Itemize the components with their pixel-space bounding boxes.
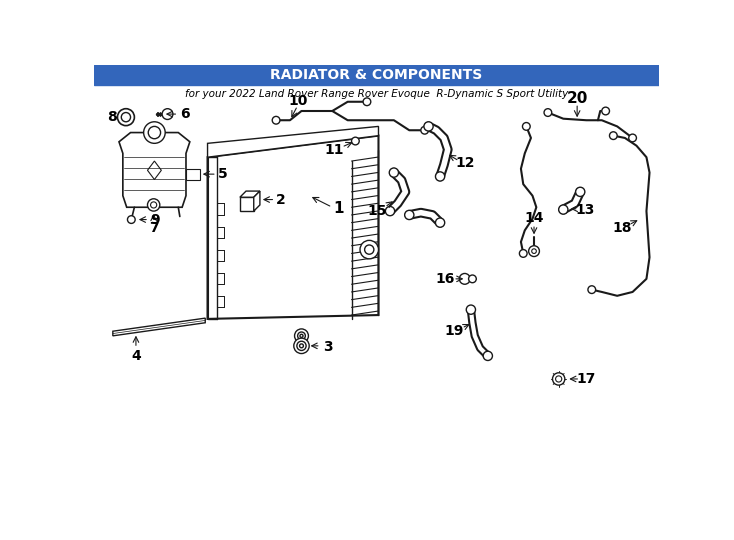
Circle shape: [556, 376, 562, 382]
Circle shape: [352, 137, 359, 145]
Circle shape: [128, 215, 135, 224]
Circle shape: [272, 117, 280, 124]
Polygon shape: [148, 161, 161, 179]
Circle shape: [588, 286, 595, 293]
Text: 7: 7: [149, 221, 159, 235]
Text: 2: 2: [276, 193, 286, 206]
Text: 9: 9: [150, 213, 160, 227]
Text: 19: 19: [444, 324, 464, 338]
Circle shape: [466, 305, 476, 314]
Polygon shape: [240, 191, 260, 197]
Circle shape: [483, 351, 493, 361]
Polygon shape: [113, 318, 206, 336]
Text: 1: 1: [333, 201, 344, 217]
Text: 3: 3: [324, 340, 333, 354]
Circle shape: [421, 126, 429, 134]
Text: RADIATOR & COMPONENTS: RADIATOR & COMPONENTS: [270, 68, 482, 82]
Text: for your 2022 Land Rover Range Rover Evoque  R-Dynamic S Sport Utility: for your 2022 Land Rover Range Rover Evo…: [184, 89, 568, 99]
Text: 12: 12: [456, 157, 475, 170]
Text: 5: 5: [218, 167, 228, 181]
Polygon shape: [119, 132, 190, 207]
Circle shape: [150, 202, 157, 208]
Circle shape: [389, 168, 399, 177]
Text: 13: 13: [575, 202, 595, 217]
Circle shape: [162, 109, 173, 119]
Circle shape: [297, 332, 305, 340]
Polygon shape: [254, 191, 260, 211]
Circle shape: [553, 373, 565, 385]
Text: 10: 10: [288, 94, 308, 108]
Polygon shape: [186, 168, 200, 180]
Circle shape: [144, 122, 165, 143]
Circle shape: [148, 199, 160, 211]
Text: 8: 8: [107, 110, 117, 124]
Circle shape: [435, 172, 445, 181]
Circle shape: [365, 245, 374, 254]
Circle shape: [531, 249, 537, 253]
Text: 17: 17: [577, 372, 596, 386]
Circle shape: [121, 112, 131, 122]
Circle shape: [559, 205, 568, 214]
Text: 11: 11: [324, 143, 344, 157]
Polygon shape: [208, 136, 379, 319]
Circle shape: [300, 334, 303, 338]
Text: 18: 18: [612, 221, 631, 235]
Circle shape: [404, 210, 414, 220]
Circle shape: [297, 341, 306, 350]
Circle shape: [629, 134, 636, 142]
Circle shape: [520, 249, 527, 257]
Text: 4: 4: [131, 349, 141, 363]
Text: 16: 16: [435, 272, 454, 286]
Circle shape: [602, 107, 609, 115]
Circle shape: [609, 132, 617, 139]
Circle shape: [544, 109, 552, 117]
Text: 6: 6: [180, 107, 189, 121]
Bar: [94, 65, 659, 85]
Circle shape: [459, 273, 470, 284]
Circle shape: [148, 126, 161, 139]
Circle shape: [528, 246, 539, 256]
Text: 20: 20: [567, 91, 588, 106]
Circle shape: [299, 344, 303, 348]
Text: 15: 15: [367, 204, 387, 218]
Text: 14: 14: [524, 211, 544, 225]
Circle shape: [294, 329, 308, 343]
Circle shape: [360, 240, 379, 259]
Circle shape: [523, 123, 530, 130]
Circle shape: [435, 218, 445, 227]
Circle shape: [294, 338, 309, 354]
Circle shape: [117, 109, 134, 126]
Circle shape: [385, 206, 395, 215]
Circle shape: [424, 122, 433, 131]
Circle shape: [575, 187, 585, 197]
Polygon shape: [208, 126, 379, 157]
Circle shape: [363, 98, 371, 106]
Polygon shape: [240, 197, 254, 211]
Circle shape: [468, 275, 476, 283]
